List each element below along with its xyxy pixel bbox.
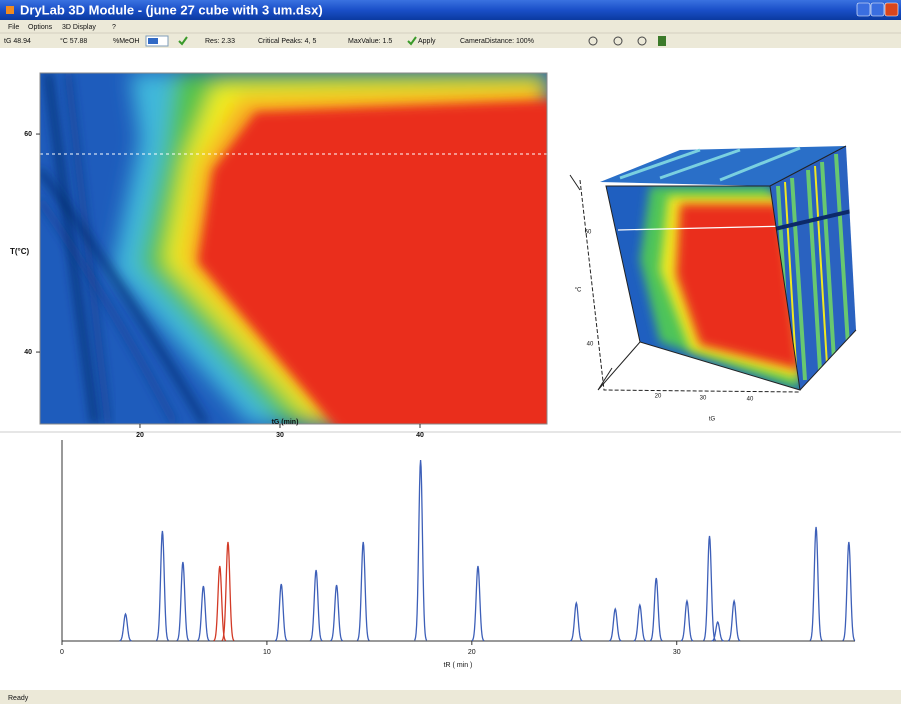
toolbar-icons: [588, 36, 666, 46]
peak: [197, 585, 210, 642]
peak: [809, 526, 823, 641]
cube-axis-label: 40: [587, 342, 594, 348]
y-tick-label: 60: [24, 131, 32, 138]
close-button[interactable]: [884, 2, 899, 17]
window-title: DryLab 3D Module - (june 27 cube with 3 …: [20, 2, 323, 17]
tool-icon[interactable]: [613, 36, 623, 46]
peak: [633, 603, 647, 642]
menu-item[interactable]: ?: [112, 24, 116, 31]
x-axis-label: tR ( min ): [444, 662, 473, 669]
toolbar-item: %MeOH: [113, 38, 139, 45]
title-bar: [0, 0, 901, 20]
cube-edges: [605, 145, 857, 391]
peak: [155, 530, 169, 641]
x-tick-label: 20: [468, 649, 476, 656]
peak: [414, 459, 428, 641]
toolbar-item: CameraDistance: 100%: [460, 38, 534, 45]
peak: [727, 598, 741, 642]
toolbar-item[interactable]: Apply: [418, 38, 436, 45]
status-text: Ready: [8, 695, 29, 702]
tool-icon[interactable]: [588, 36, 598, 46]
cube-axis-label: °C: [575, 288, 582, 294]
heatmap-frame: [39, 72, 548, 425]
y-tick-label: 40: [24, 349, 32, 356]
peak: [471, 565, 485, 642]
menu-item[interactable]: 3D Display: [62, 24, 96, 31]
toolbar-item: °C 57.88: [60, 37, 87, 45]
check-icon: [407, 36, 417, 46]
x-axis-label: tG (min): [272, 419, 299, 426]
peak: [119, 612, 132, 642]
toolbar-item: Res: 2.33: [205, 38, 235, 45]
app-icon: [6, 6, 14, 14]
x-tick-label: 30: [276, 432, 284, 439]
status-bar: [0, 690, 901, 704]
peak: [711, 620, 724, 642]
peak: [703, 535, 717, 642]
menu-item[interactable]: File: [8, 24, 19, 31]
check-icon: [178, 36, 188, 46]
x-tick-label: 20: [136, 432, 144, 439]
cube-axis-label: 40: [747, 397, 754, 403]
x-tick-label: 40: [416, 432, 424, 439]
input-selection: [148, 38, 158, 44]
toolbar-item: MaxValue: 1.5: [348, 38, 392, 45]
peak: [274, 583, 288, 642]
cube-arrows: [569, 174, 641, 391]
cube-view: [569, 145, 857, 393]
peak: [309, 569, 323, 642]
x-tick-label: 10: [263, 649, 271, 656]
cube-axis-label: 20: [655, 394, 662, 400]
x-tick-label: 30: [673, 649, 681, 656]
peak: [570, 601, 583, 642]
menu-item[interactable]: Options: [28, 24, 53, 31]
y-axis-label: T(°C): [10, 247, 30, 256]
cube-axis-label: 60: [585, 230, 592, 236]
peak: [221, 541, 235, 642]
peak: [330, 584, 343, 642]
cube-axes: [579, 179, 801, 393]
peak: [842, 541, 856, 642]
cube-axis-label: 30: [700, 396, 707, 402]
minimize-button[interactable]: [856, 2, 871, 17]
cube-axis-label: tG: [709, 417, 716, 423]
toolbar-item: tG 48.94: [4, 38, 31, 45]
peak: [609, 607, 622, 642]
tool-icon[interactable]: [658, 36, 666, 46]
peak: [356, 541, 370, 642]
x-tick-label: 0: [60, 649, 64, 656]
peak: [176, 561, 190, 642]
heatmap: [40, 73, 547, 424]
peak: [680, 598, 694, 642]
tool-icon[interactable]: [637, 36, 647, 46]
peak: [649, 577, 663, 642]
cube-stripe: [619, 146, 801, 182]
toolbar-item: Critical Peaks: 4, 5: [258, 38, 316, 45]
restore-button[interactable]: [870, 2, 885, 17]
